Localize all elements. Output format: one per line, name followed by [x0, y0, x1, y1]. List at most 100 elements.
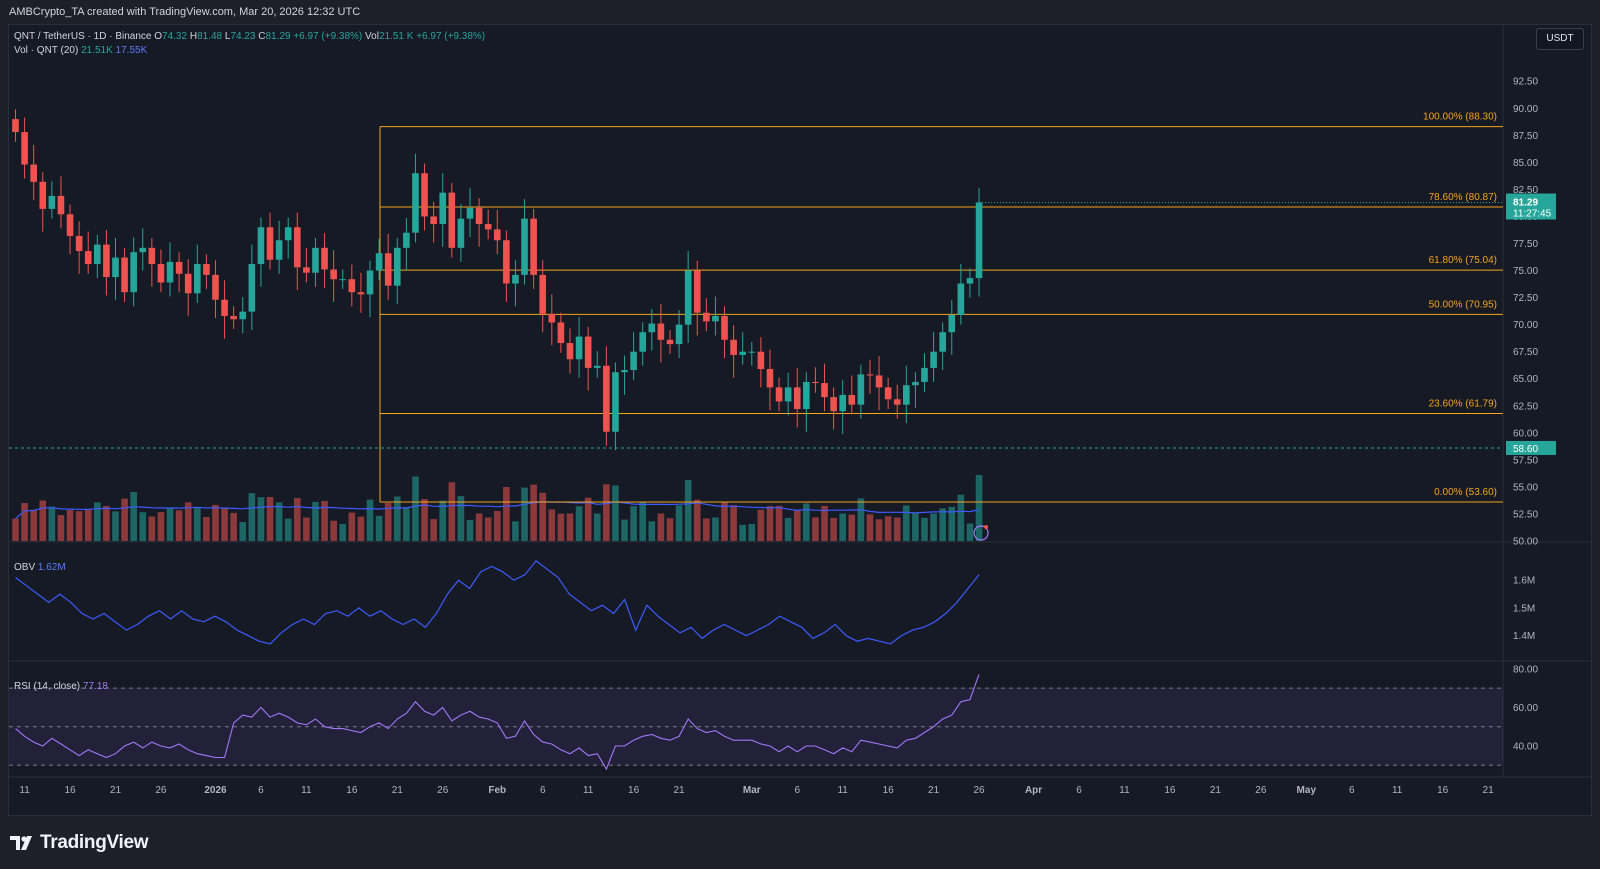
volume-bar: [466, 520, 474, 541]
volume-bar: [557, 513, 565, 541]
volume-bar: [103, 506, 110, 541]
volume-bar: [821, 505, 828, 541]
candle-body: [821, 383, 828, 398]
chart-frame[interactable]: 100.00% (88.30) 78.60% (80.87) 61.80% (75.…: [8, 24, 1592, 816]
candle-body: [148, 247, 156, 265]
candle-body: [121, 257, 128, 293]
candle-body: [348, 279, 356, 293]
candle-body: [721, 315, 728, 340]
price-axis[interactable]: 92.50 90.00 87.50 85.00 82.50 80.00 77.50 75.00…: [1506, 77, 1556, 753]
price-tick-label: 57.50: [1513, 455, 1538, 466]
volume-bar: [875, 519, 883, 541]
volume-bar: [884, 516, 892, 541]
candle-body: [357, 292, 365, 295]
candle-body: [639, 332, 647, 352]
vol-change: +6.97 (+9.38%): [416, 31, 486, 42]
candle-body: [203, 264, 210, 275]
rsi-line: [15, 674, 980, 771]
price-tick-label: 92.50: [1513, 77, 1538, 88]
candle-body: [975, 202, 983, 279]
candle-body: [330, 269, 337, 280]
price-tick-label: 85.00: [1513, 158, 1538, 169]
volume-bar: [866, 514, 874, 541]
volume-bar: [575, 506, 583, 541]
candle-body: [439, 192, 447, 225]
candle-body: [230, 315, 237, 320]
candle-body: [375, 253, 383, 271]
candle-body: [75, 235, 83, 252]
time-tick-label: 26: [1255, 785, 1267, 796]
alert-icon: [973, 525, 989, 541]
candle-body: [212, 274, 219, 300]
rsi-tick-label: 80.00: [1513, 664, 1538, 675]
candle-body: [648, 323, 656, 333]
candles: [12, 109, 1503, 541]
time-tick-label: 26: [437, 785, 449, 796]
volume-bar: [57, 515, 65, 541]
volume-bar: [793, 510, 801, 541]
candle-body: [666, 339, 674, 345]
currency-button[interactable]: USDT: [1536, 28, 1584, 50]
alert-dot-icon: [984, 525, 989, 529]
high-value: 81.48: [197, 31, 223, 42]
obv-legend[interactable]: OBV 1.62M: [14, 562, 66, 573]
candle-body: [957, 283, 965, 315]
candle-body: [21, 132, 28, 165]
candle-body: [175, 261, 183, 274]
volume-bar: [175, 510, 183, 541]
volume-bar: [221, 507, 228, 541]
candle-body: [284, 227, 292, 241]
candle-body: [803, 381, 810, 410]
candle-body: [866, 374, 874, 376]
candle-body: [94, 244, 101, 265]
candle-body: [884, 387, 892, 400]
candle-body: [893, 399, 901, 405]
volume-bar: [493, 511, 501, 541]
fib-retracement[interactable]: 100.00% (88.30) 78.60% (80.87) 61.80% (75.…: [9, 112, 1503, 503]
volume-bar: [321, 501, 328, 541]
symbol-title[interactable]: QNT / TetherUS · 1D · Binance: [14, 31, 152, 42]
candle-body: [757, 351, 765, 369]
candle-body: [921, 367, 928, 382]
price-tick-label: 70.00: [1513, 320, 1538, 331]
candle-body: [730, 339, 737, 355]
volume-bar: [948, 506, 956, 541]
volume-indicator-label[interactable]: Vol · QNT (20): [14, 45, 79, 56]
rsi-legend[interactable]: RSI (14, close) 77.18: [14, 681, 108, 692]
volume-bar: [530, 484, 537, 541]
volume-bar: [439, 500, 447, 541]
tradingview-logo[interactable]: TradingView: [10, 832, 149, 854]
candle-body: [503, 240, 510, 284]
candle-body: [575, 336, 583, 360]
reference-price-badge: [1506, 440, 1556, 455]
volume-bar: [384, 503, 392, 541]
low-value: 74.23: [230, 31, 256, 42]
time-tick-label: 16: [64, 785, 76, 796]
volume-bar: [275, 502, 283, 541]
candle-body: [775, 387, 783, 402]
volume-bar: [239, 522, 247, 541]
last-price-value: 81.29: [1513, 197, 1538, 208]
candle-body: [139, 247, 147, 253]
open-value: 74.32: [162, 31, 188, 42]
price-tick-label: 65.00: [1513, 374, 1538, 385]
price-tick-label: 50.00: [1513, 537, 1538, 548]
high-label: H: [189, 31, 198, 42]
fib-level-label: 23.60% (61.79): [1429, 398, 1497, 409]
volume-bar: [939, 508, 946, 541]
close-value: 81.29: [265, 31, 291, 42]
candle-body: [512, 274, 519, 284]
chart-canvas[interactable]: 100.00% (88.30) 78.60% (80.87) 61.80% (75.…: [9, 25, 1592, 816]
time-axis[interactable]: 11 16 21 26 2026 6 11 16 21 26 Feb 6 11 16 21 Mar 6 11 16 2…: [19, 785, 1494, 796]
volume-bar: [203, 517, 210, 541]
candle-body: [303, 267, 310, 273]
volume-bar: [903, 505, 910, 541]
candle-body: [584, 336, 592, 368]
candle-body: [912, 381, 919, 386]
candle-body: [603, 365, 610, 432]
candle-body: [275, 240, 283, 260]
time-tick-label: 16: [883, 785, 895, 796]
candle-body: [703, 312, 710, 322]
candle-body: [66, 214, 74, 236]
rsi-title: RSI (14, close): [14, 681, 81, 692]
